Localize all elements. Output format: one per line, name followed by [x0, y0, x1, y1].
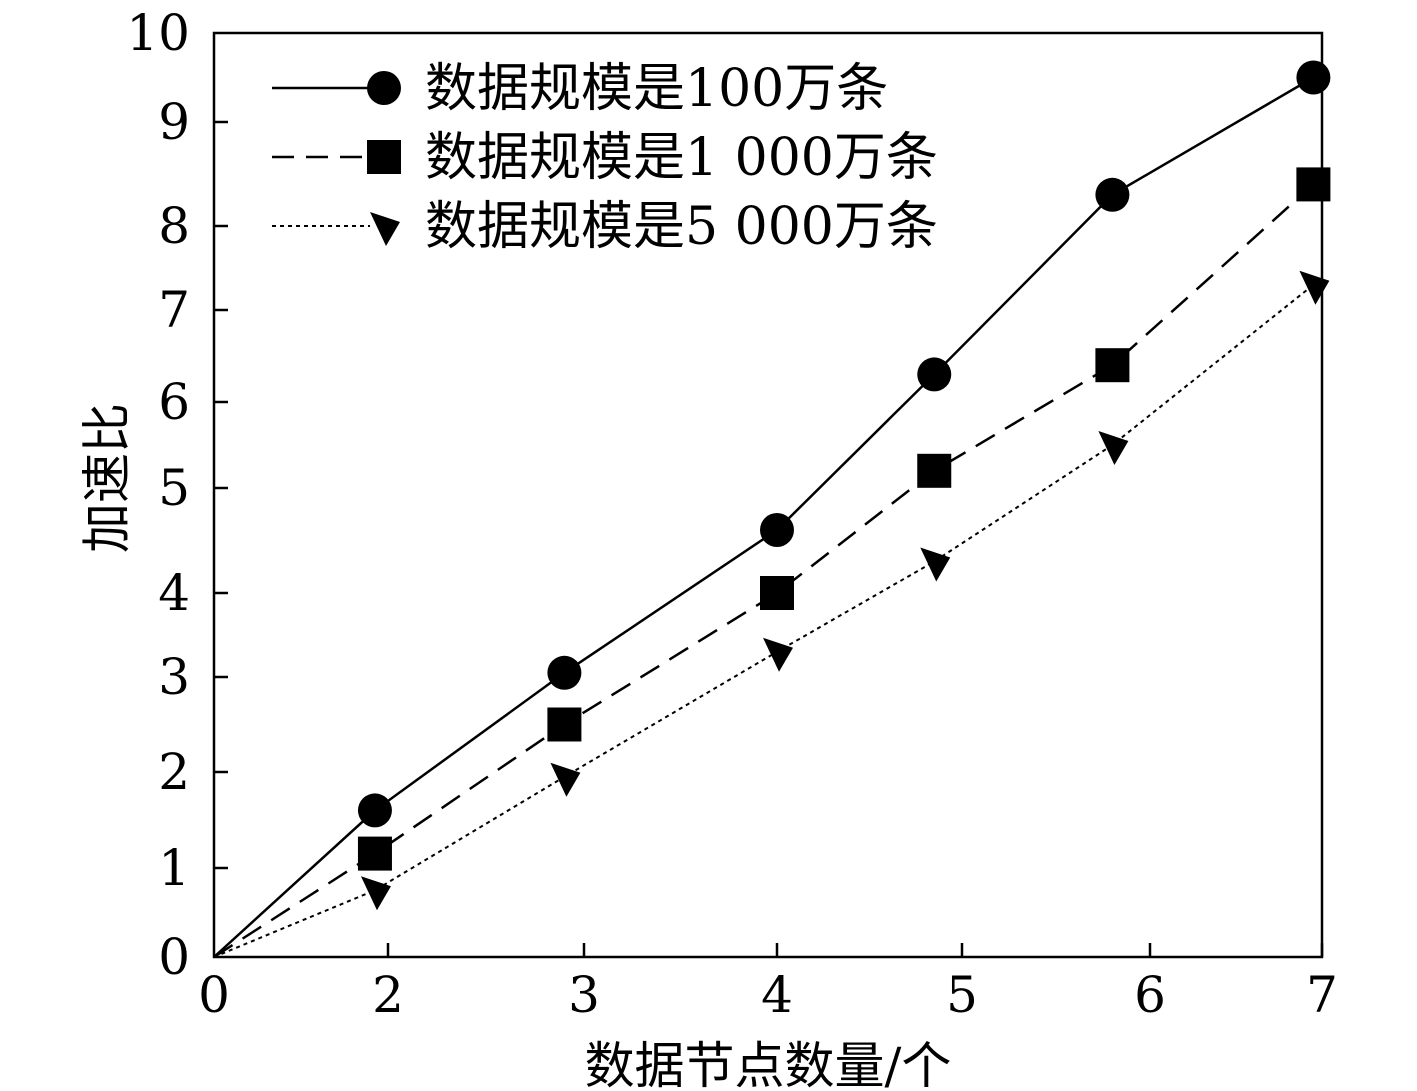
data-point [357, 836, 392, 871]
data-point [760, 576, 794, 610]
data-point [547, 655, 582, 690]
legend-item: 数据规模是1 000万条 [272, 128, 938, 188]
legend-label: 数据规模是100万条 [425, 59, 888, 119]
data-point [1299, 270, 1330, 305]
data-point [917, 453, 952, 488]
x-tick-label: 0 [198, 966, 230, 1024]
x-axis: 0 2 3 4 5 6 7 [198, 943, 1338, 1024]
series-layer [213, 60, 1331, 959]
legend-marker [367, 71, 401, 105]
data-point [763, 637, 793, 672]
x-tick-label: 4 [761, 966, 793, 1024]
legend-label: 数据规模是1 000万条 [425, 128, 938, 188]
series-2 [213, 167, 1331, 959]
data-point [917, 357, 952, 392]
y-tick-label: 0 [158, 928, 190, 986]
x-tick-label: 2 [372, 966, 404, 1024]
y-tick-label: 2 [158, 743, 190, 801]
plot-frame [212, 31, 1324, 959]
data-point [1296, 167, 1331, 202]
y-tick-label: 10 [126, 4, 190, 62]
x-tick-label: 5 [946, 966, 978, 1024]
y-axis: 0 1 2 3 4 5 6 7 8 9 10 [126, 4, 228, 986]
y-tick-label: 4 [158, 564, 190, 622]
series-3 [213, 270, 1330, 958]
legend-marker [370, 212, 400, 246]
x-tick-label: 3 [568, 966, 600, 1024]
y-tick-label: 9 [158, 93, 190, 151]
x-axis-title: 数据节点数量/个 [585, 1037, 952, 1091]
data-point [550, 762, 581, 797]
y-tick-label: 5 [158, 459, 190, 517]
y-tick-label: 6 [158, 373, 190, 431]
data-point [1296, 60, 1331, 95]
data-point [920, 547, 951, 582]
data-point [1098, 431, 1129, 465]
data-point [360, 876, 391, 911]
y-tick-label: 3 [158, 648, 190, 706]
data-point [760, 513, 794, 547]
x-tick-label: 7 [1306, 966, 1338, 1024]
legend-marker [367, 140, 401, 174]
y-tick-label: 7 [158, 281, 190, 339]
y-tick-label: 1 [158, 839, 190, 897]
data-point [1095, 177, 1130, 212]
legend-item: 数据规模是100万条 [272, 59, 888, 119]
x-tick-label: 6 [1134, 966, 1166, 1024]
y-axis-title: 加速比 [78, 403, 136, 553]
legend-item: 数据规模是5 000万条 [272, 197, 938, 257]
data-point [1095, 348, 1130, 383]
data-point [547, 707, 582, 742]
series-1 [213, 60, 1331, 958]
data-point [357, 793, 392, 828]
legend-label: 数据规模是5 000万条 [425, 197, 938, 257]
y-tick-label: 8 [158, 197, 190, 255]
